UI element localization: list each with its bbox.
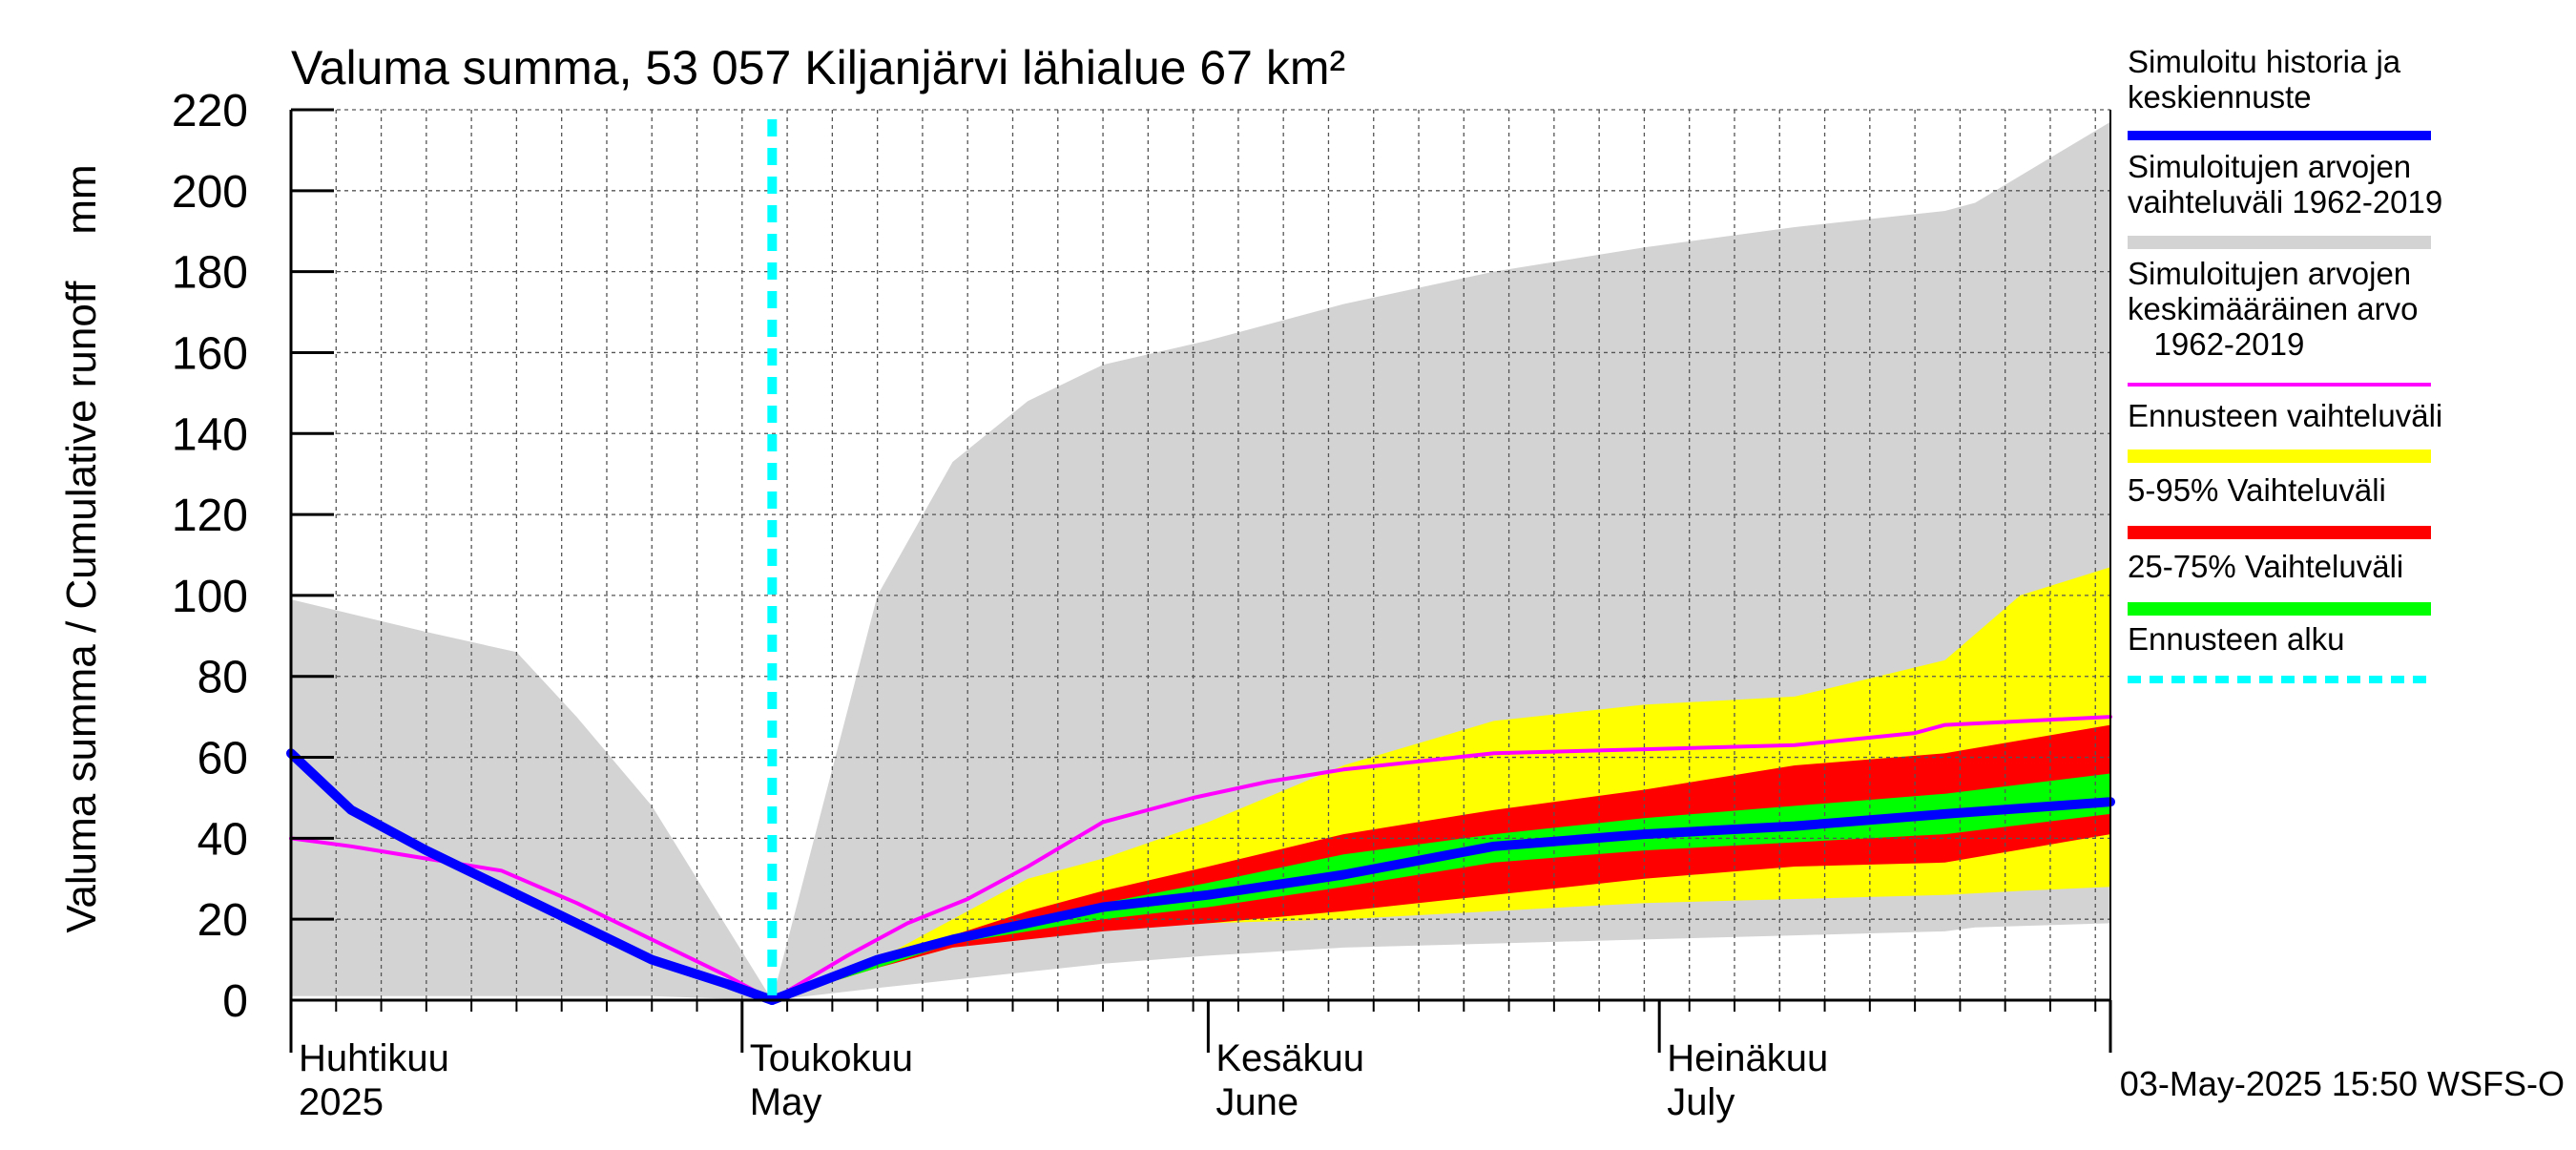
x-month-label: Toukokuu	[750, 1037, 913, 1079]
x-month-label: Huhtikuu	[299, 1037, 449, 1079]
footer-timestamp: 03-May-2025 15:50 WSFS-O	[2120, 1064, 2565, 1103]
y-tick-label: 140	[172, 409, 248, 460]
median-forecast-line	[767, 797, 2115, 1005]
legend: Simuloitu historia ja keskiennuste Simuloi…	[2128, 44, 2442, 683]
y-tick-label: 80	[197, 653, 248, 703]
legend-label: Simuloitujen arvojen keskimääräinen arvo …	[2128, 256, 2418, 362]
legend-item: Ennusteen vaihteluväli	[2128, 398, 2442, 463]
legend-label: Ennusteen alku	[2128, 621, 2345, 657]
legend-item: Simuloitujen arvojen keskimääräinen arvo …	[2128, 256, 2431, 387]
grid-layer	[291, 109, 2110, 1000]
y-tick-label: 20	[197, 895, 248, 946]
y-tick-label: 220	[172, 86, 248, 136]
x-month-label: Heinäkuu	[1667, 1037, 1828, 1079]
legend-label: Simuloitu historia ja keskiennuste	[2128, 44, 2401, 115]
legend-item: Ennusteen alku	[2128, 621, 2431, 683]
legend-label: 25-75% Vaihteluväli	[2128, 549, 2403, 584]
y-axis-label: Valuma summa / Cumulative runoff mm	[58, 164, 105, 932]
chart-title: Valuma summa, 53 057 Kiljanjärvi lähialu…	[291, 41, 1345, 94]
y-tick-label: 60	[197, 734, 248, 784]
y-tick-label: 100	[172, 572, 248, 622]
x-month-sublabel: June	[1215, 1081, 1298, 1123]
x-month-sublabel: July	[1667, 1081, 1735, 1123]
legend-item: Simuloitujen arvojen vaihteluväli 1962-20…	[2128, 149, 2442, 249]
legend-label: 5-95% Vaihteluväli	[2128, 472, 2386, 508]
y-tick-label: 160	[172, 328, 248, 379]
lines-layer	[286, 119, 2115, 1005]
axes-layer: 0 20 40 60 80 100 120 140 160 180 200 220 Huhtikuu20…	[172, 86, 2112, 1123]
bands-layer	[291, 121, 2110, 1000]
legend-item: 5-95% Vaihteluväli	[2128, 472, 2431, 539]
historical-mean-line	[289, 715, 2112, 1002]
x-month-sublabel: 2025	[299, 1081, 384, 1123]
x-month-sublabel: May	[750, 1081, 822, 1123]
y-tick-label: 120	[172, 491, 248, 541]
y-tick-label: 200	[172, 167, 248, 218]
simulated-history-line	[286, 748, 778, 1005]
y-tick-label: 0	[222, 976, 248, 1027]
legend-item: 25-75% Vaihteluväli	[2128, 549, 2431, 616]
legend-label: Ennusteen vaihteluväli	[2128, 398, 2442, 433]
x-month-label: Kesäkuu	[1215, 1037, 1364, 1079]
y-tick-label: 180	[172, 248, 248, 299]
y-tick-label: 40	[197, 814, 248, 865]
legend-label: Simuloitujen arvojen vaihteluväli 1962-20…	[2128, 149, 2442, 220]
legend-item: Simuloitu historia ja keskiennuste	[2128, 44, 2431, 140]
